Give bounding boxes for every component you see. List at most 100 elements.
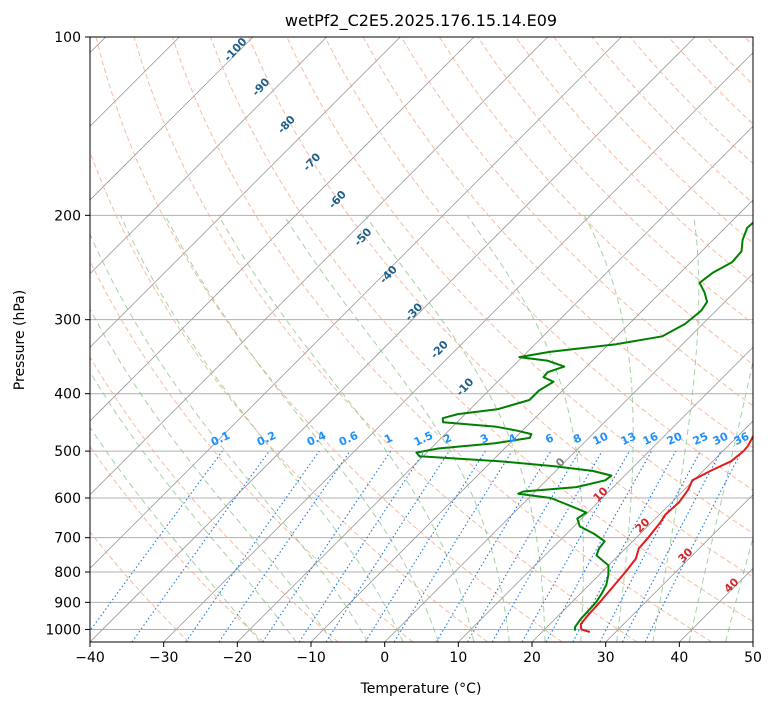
- y-tick-label: 700: [54, 531, 81, 547]
- x-tick-label: −40: [75, 650, 105, 666]
- mixing-ratio-label: 0.4: [305, 429, 328, 449]
- x-tick-label: 40: [670, 650, 688, 666]
- dry-adiabat-line: [362, 37, 753, 449]
- mixing-ratio-line: [325, 450, 450, 642]
- y-tick-label: 1000: [45, 622, 81, 638]
- y-axis: 1000 900 800 700 600 500 400 300 200 100: [45, 30, 90, 638]
- dry-adiabat-label: -90: [249, 75, 272, 99]
- isotherm-line: [752, 641, 753, 642]
- dry-adiabats: [90, 37, 753, 642]
- mixing-ratio-label: 0.1: [209, 429, 232, 449]
- dry-adiabat-line: [248, 37, 753, 578]
- dry-adiabat-line: [95, 37, 563, 642]
- moist-adiabat-label: 30: [676, 545, 696, 565]
- mixing-ratio-line: [131, 450, 270, 642]
- y-tick-label: 200: [54, 208, 81, 224]
- dry-adiabat-line: [553, 37, 753, 244]
- x-axis: −40 −30 −20 −10 0 10 20 30 40 50: [75, 642, 762, 666]
- mixing-ratio-line: [393, 450, 513, 642]
- mixing-ratio-label: 0.2: [255, 429, 278, 449]
- moist-adiabat-label: 10: [591, 484, 611, 504]
- x-tick-label: 50: [744, 650, 762, 666]
- isotherm-line: [384, 273, 753, 642]
- mixing-ratio-line: [545, 450, 653, 642]
- mixing-ratio-line: [621, 450, 722, 642]
- mixing-ratio-line: [521, 450, 630, 642]
- y-tick-label: 600: [54, 491, 81, 507]
- mixing-ratio-line: [185, 450, 320, 642]
- isotherm-grid: [90, 37, 753, 642]
- moist-adiabat-line: [218, 215, 475, 642]
- mixing-ratio-label: 8: [571, 431, 583, 446]
- mixing-ratio-lines: [90, 450, 743, 642]
- mixing-ratio-label: 1.5: [412, 429, 435, 449]
- y-tick-label: 400: [54, 387, 81, 403]
- mixing-ratio-line: [435, 450, 552, 642]
- mixing-ratio-line: [644, 450, 743, 642]
- mixing-ratio-line: [218, 450, 351, 642]
- dry-adiabat-label: -10: [453, 375, 476, 399]
- moist-adiabat-line: [164, 215, 439, 642]
- mixing-ratio-label: 16: [641, 430, 661, 448]
- moist-adiabat-line: [652, 215, 700, 642]
- mixing-ratio-label: 1: [382, 431, 394, 446]
- isotherm-line: [310, 199, 753, 642]
- plot-area: -100-90-80-70-60-50-40-30-20-10010203040…: [90, 37, 753, 642]
- isotherm-line: [90, 37, 548, 496]
- moist-adiabat-line: [90, 232, 369, 642]
- mixing-ratio-label: 25: [691, 430, 710, 448]
- dry-adiabat-line: [90, 259, 414, 642]
- dry-adiabat-line: [324, 37, 753, 491]
- dry-adiabat-line: [210, 37, 753, 623]
- dry-adiabat-line: [706, 37, 753, 86]
- plot-frame: [89, 36, 754, 643]
- isotherm-line: [458, 346, 753, 642]
- isotherm-line: [605, 494, 753, 642]
- x-tick-label: 30: [597, 650, 615, 666]
- x-tick-label: 20: [523, 650, 541, 666]
- moist-adiabat-line: [283, 215, 510, 642]
- mixing-ratio-label: 6: [543, 431, 556, 446]
- mixing-ratio-label: 4: [506, 431, 519, 446]
- isotherm-line: [237, 125, 753, 642]
- x-tick-label: −30: [149, 650, 179, 666]
- moist-adiabat-line: [120, 215, 404, 642]
- mixing-ratio-label: 0.6: [337, 429, 360, 449]
- isotherm-line: [90, 37, 401, 348]
- dry-adiabat-line: [133, 37, 638, 642]
- dry-adiabat-line: [90, 445, 264, 642]
- moist-adiabat-line: [90, 370, 297, 642]
- moist-adiabat-line: [90, 426, 261, 642]
- moist-adiabat-line: [466, 215, 584, 642]
- isotherm-line: [531, 420, 753, 642]
- mixing-ratio-label: 30: [711, 430, 731, 448]
- isotherm-line: [90, 37, 696, 642]
- moist-adiabat-line: [583, 215, 634, 642]
- mixing-ratio-line: [298, 450, 425, 642]
- dry-adiabat-label: -70: [300, 150, 323, 174]
- x-tick-label: −20: [223, 650, 253, 666]
- x-tick-label: −10: [296, 650, 326, 666]
- y-tick-label: 800: [54, 565, 81, 581]
- x-axis-title: Temperature (°C): [360, 681, 482, 697]
- isotherm-line: [163, 52, 753, 642]
- mixing-ratio-label: 13: [619, 430, 638, 448]
- dry-adiabat-label: -60: [326, 188, 349, 212]
- mixing-ratio-label: 10: [591, 430, 611, 448]
- dry-adiabat-line: [171, 37, 712, 642]
- isotherm-line: [90, 37, 475, 422]
- moist-adiabat-line: [90, 308, 333, 642]
- y-axis-title: Pressure (hPa): [12, 290, 28, 390]
- mixing-ratio-line: [262, 450, 392, 642]
- dry-adiabat-line: [438, 37, 753, 366]
- y-tick-label: 100: [54, 30, 81, 46]
- mixing-ratio-label: 2: [441, 431, 453, 446]
- dry-adiabat-label: -80: [275, 113, 298, 137]
- isotherm-line: [90, 37, 327, 275]
- dry-adiabat-line: [90, 356, 339, 642]
- x-tick-label: 10: [449, 650, 467, 666]
- temperature-profile: [579, 434, 753, 633]
- isobar-grid: [90, 37, 753, 630]
- mixing-ratio-line: [572, 450, 677, 642]
